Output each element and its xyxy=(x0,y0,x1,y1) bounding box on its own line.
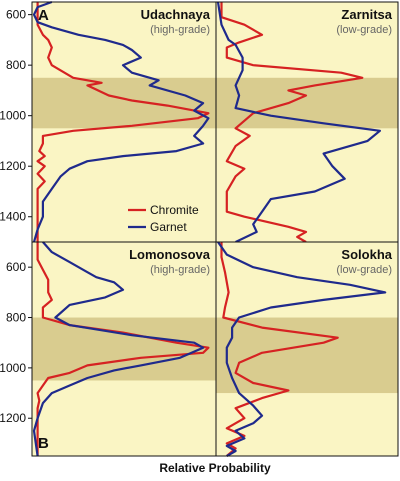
series-garnet-line xyxy=(216,1,381,243)
panel-subtitle: (high-grade) xyxy=(150,24,210,36)
panel-title: Zarnitsa xyxy=(341,7,392,22)
panels-layer: 600 800 1000 1200 1400 Udachnaya (high-grade) A… xyxy=(0,0,399,457)
highlight-band xyxy=(32,77,216,129)
highlight-band xyxy=(216,317,398,394)
y-tick-label: 600 xyxy=(6,8,26,22)
panel-udachnaya: 600 800 1000 1200 1400 Udachnaya (high-grade) A xyxy=(0,0,217,243)
panel-subtitle: (low-grade) xyxy=(336,264,392,276)
panel-title: Lomonosova xyxy=(129,247,211,262)
y-tick-label: 800 xyxy=(6,58,26,72)
panel-letter: A xyxy=(38,7,49,24)
series-chromite-line xyxy=(36,242,210,456)
x-axis-label: Relative Probability xyxy=(159,461,271,475)
highlight-band xyxy=(32,317,216,381)
series-chromite-line xyxy=(220,2,364,243)
y-tick-label: 600 xyxy=(6,260,26,274)
y-tick-label: 1000 xyxy=(0,361,26,375)
panel-subtitle: (low-grade) xyxy=(336,24,392,36)
series-garnet-line xyxy=(32,0,210,243)
panel-subtitle: (high-grade) xyxy=(150,264,210,276)
panel-solokha: Solokha (low-grade) xyxy=(215,241,399,457)
legend-label-chromite: Chromite xyxy=(150,203,199,217)
legend-label-garnet: Garnet xyxy=(150,220,187,234)
panel-title: Udachnaya xyxy=(141,7,211,22)
y-tick-label: 800 xyxy=(6,311,26,325)
legend: Chromite Garnet xyxy=(128,203,199,234)
y-tick-label: 1000 xyxy=(0,109,26,123)
series-garnet-line xyxy=(32,241,205,457)
y-tick-label: 1200 xyxy=(0,159,26,173)
panel-lomonosova: 600 800 1000 1200 Lomonosova (high-grade) B xyxy=(0,241,217,457)
panel-zarnitsa: Zarnitsa (low-grade) xyxy=(215,1,399,243)
series-garnet-line xyxy=(217,241,387,457)
y-tick-label: 1400 xyxy=(0,210,26,224)
panel-letter: B xyxy=(38,435,49,452)
series-chromite-line xyxy=(36,2,210,242)
y-tick-label: 1200 xyxy=(0,411,26,425)
panel-frame xyxy=(215,241,399,457)
panel-title: Solokha xyxy=(341,247,392,262)
